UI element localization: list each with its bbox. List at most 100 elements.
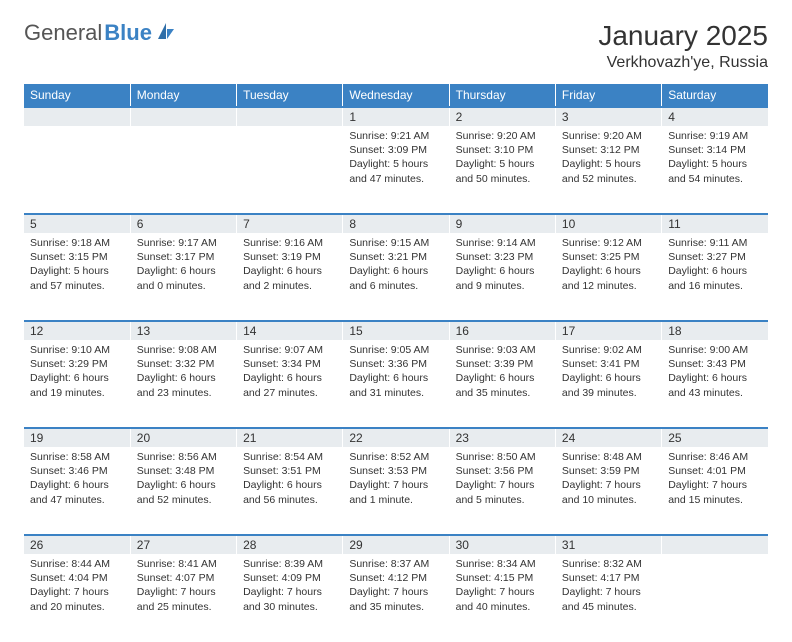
sunrise-text: Sunrise: 8:48 AM: [562, 450, 655, 464]
empty-cell: [237, 126, 343, 214]
sunset-text: Sunset: 3:34 PM: [243, 357, 336, 371]
content-row: Sunrise: 8:58 AMSunset: 3:46 PMDaylight:…: [24, 447, 768, 535]
daylight-text-2: and 9 minutes.: [456, 279, 549, 293]
sunset-text: Sunset: 3:41 PM: [562, 357, 655, 371]
day-content: Sunrise: 8:46 AMSunset: 4:01 PMDaylight:…: [662, 447, 768, 513]
empty-cell: [24, 126, 130, 214]
day-cell: Sunrise: 8:54 AMSunset: 3:51 PMDaylight:…: [237, 447, 343, 535]
day-cell: Sunrise: 9:19 AMSunset: 3:14 PMDaylight:…: [662, 126, 768, 214]
sunset-text: Sunset: 3:12 PM: [562, 143, 655, 157]
day-number-cell: 12: [24, 321, 130, 340]
day-number: 13: [131, 322, 236, 340]
day-content: Sunrise: 9:00 AMSunset: 3:43 PMDaylight:…: [662, 340, 768, 406]
day-cell: Sunrise: 8:34 AMSunset: 4:15 PMDaylight:…: [449, 554, 555, 642]
daylight-text-2: and 10 minutes.: [562, 493, 655, 507]
day-number: 24: [556, 429, 661, 447]
calendar-page: GeneralBlue January 2025 Verkhovazh'ye, …: [0, 0, 792, 612]
sunrise-text: Sunrise: 9:10 AM: [30, 343, 124, 357]
weekday-header: Wednesday: [343, 84, 449, 107]
weekday-header-row: SundayMondayTuesdayWednesdayThursdayFrid…: [24, 84, 768, 107]
day-cell: Sunrise: 9:10 AMSunset: 3:29 PMDaylight:…: [24, 340, 130, 428]
location: Verkhovazh'ye, Russia: [598, 54, 768, 72]
day-cell: Sunrise: 9:02 AMSunset: 3:41 PMDaylight:…: [555, 340, 661, 428]
day-number-cell: 16: [449, 321, 555, 340]
sunset-text: Sunset: 3:43 PM: [668, 357, 762, 371]
weekday-header: Monday: [130, 84, 236, 107]
day-number-cell: 30: [449, 535, 555, 554]
daylight-text-1: Daylight: 7 hours: [243, 585, 336, 599]
day-cell: Sunrise: 9:20 AMSunset: 3:10 PMDaylight:…: [449, 126, 555, 214]
day-number: 6: [131, 215, 236, 233]
day-cell: Sunrise: 8:52 AMSunset: 3:53 PMDaylight:…: [343, 447, 449, 535]
daylight-text-2: and 31 minutes.: [349, 386, 442, 400]
sunrise-text: Sunrise: 8:37 AM: [349, 557, 442, 571]
daynum-row: 567891011: [24, 214, 768, 233]
daylight-text-2: and 35 minutes.: [456, 386, 549, 400]
sunrise-text: Sunrise: 9:20 AM: [456, 129, 549, 143]
day-number-cell: 29: [343, 535, 449, 554]
daylight-text-2: and 5 minutes.: [456, 493, 549, 507]
sunset-text: Sunset: 3:19 PM: [243, 250, 336, 264]
month-title: January 2025: [598, 20, 768, 52]
day-number: 27: [131, 536, 236, 554]
sunrise-text: Sunrise: 9:19 AM: [668, 129, 762, 143]
day-number: 8: [343, 215, 448, 233]
day-cell: Sunrise: 9:08 AMSunset: 3:32 PMDaylight:…: [130, 340, 236, 428]
sunrise-text: Sunrise: 8:39 AM: [243, 557, 336, 571]
sunset-text: Sunset: 3:48 PM: [137, 464, 230, 478]
empty-cell: [237, 107, 343, 126]
sunrise-text: Sunrise: 8:58 AM: [30, 450, 124, 464]
daylight-text-2: and 52 minutes.: [137, 493, 230, 507]
daylight-text-2: and 27 minutes.: [243, 386, 336, 400]
day-number: 10: [556, 215, 661, 233]
day-cell: Sunrise: 9:16 AMSunset: 3:19 PMDaylight:…: [237, 233, 343, 321]
sunset-text: Sunset: 4:01 PM: [668, 464, 762, 478]
day-cell: Sunrise: 9:15 AMSunset: 3:21 PMDaylight:…: [343, 233, 449, 321]
sunrise-text: Sunrise: 9:11 AM: [668, 236, 762, 250]
day-content: Sunrise: 9:08 AMSunset: 3:32 PMDaylight:…: [131, 340, 236, 406]
day-number: 21: [237, 429, 342, 447]
day-content: Sunrise: 9:18 AMSunset: 3:15 PMDaylight:…: [24, 233, 130, 299]
sunrise-text: Sunrise: 9:20 AM: [562, 129, 655, 143]
day-number: 17: [556, 322, 661, 340]
daylight-text-2: and 50 minutes.: [456, 172, 549, 186]
day-number: 29: [343, 536, 448, 554]
day-cell: Sunrise: 9:21 AMSunset: 3:09 PMDaylight:…: [343, 126, 449, 214]
day-cell: Sunrise: 8:37 AMSunset: 4:12 PMDaylight:…: [343, 554, 449, 642]
day-number: 18: [662, 322, 768, 340]
daylight-text-1: Daylight: 7 hours: [668, 478, 762, 492]
day-number-cell: 9: [449, 214, 555, 233]
sunset-text: Sunset: 4:17 PM: [562, 571, 655, 585]
sunset-text: Sunset: 3:56 PM: [456, 464, 549, 478]
day-number: 4: [662, 108, 768, 126]
sunrise-text: Sunrise: 9:02 AM: [562, 343, 655, 357]
daylight-text-1: Daylight: 6 hours: [243, 371, 336, 385]
daylight-text-1: Daylight: 6 hours: [562, 264, 655, 278]
empty-cell: [130, 107, 236, 126]
day-content: Sunrise: 9:14 AMSunset: 3:23 PMDaylight:…: [450, 233, 555, 299]
day-number-cell: 6: [130, 214, 236, 233]
day-content: Sunrise: 9:11 AMSunset: 3:27 PMDaylight:…: [662, 233, 768, 299]
daylight-text-2: and 6 minutes.: [349, 279, 442, 293]
day-cell: Sunrise: 8:39 AMSunset: 4:09 PMDaylight:…: [237, 554, 343, 642]
calendar-table: SundayMondayTuesdayWednesdayThursdayFrid…: [24, 84, 768, 642]
day-number-cell: 21: [237, 428, 343, 447]
day-content: Sunrise: 8:41 AMSunset: 4:07 PMDaylight:…: [131, 554, 236, 620]
daylight-text-2: and 1 minute.: [349, 493, 442, 507]
sunrise-text: Sunrise: 8:34 AM: [456, 557, 549, 571]
daynum-row: 1234: [24, 107, 768, 126]
sunset-text: Sunset: 3:53 PM: [349, 464, 442, 478]
day-number-cell: 15: [343, 321, 449, 340]
daylight-text-1: Daylight: 6 hours: [456, 371, 549, 385]
day-cell: Sunrise: 9:00 AMSunset: 3:43 PMDaylight:…: [662, 340, 768, 428]
sunrise-text: Sunrise: 9:21 AM: [349, 129, 442, 143]
day-content: Sunrise: 9:02 AMSunset: 3:41 PMDaylight:…: [556, 340, 661, 406]
day-number: 11: [662, 215, 768, 233]
daylight-text-1: Daylight: 6 hours: [349, 371, 442, 385]
empty-cell: [662, 554, 768, 642]
daylight-text-1: Daylight: 6 hours: [137, 478, 230, 492]
day-number-cell: 3: [555, 107, 661, 126]
day-cell: Sunrise: 8:58 AMSunset: 3:46 PMDaylight:…: [24, 447, 130, 535]
daylight-text-2: and 47 minutes.: [349, 172, 442, 186]
sunset-text: Sunset: 3:15 PM: [30, 250, 124, 264]
